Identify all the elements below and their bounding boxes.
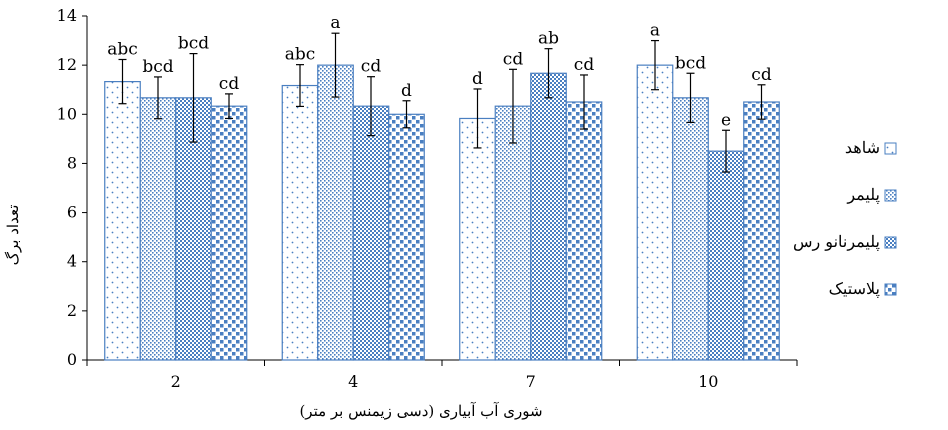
bar (707, 150, 745, 361)
bar-significance-label: e (721, 110, 731, 130)
legend-label: پلیمرنانو رس (793, 232, 880, 251)
bar (210, 105, 248, 361)
error-bar (544, 48, 553, 99)
bar-significance-label: ab (538, 29, 559, 49)
bar (565, 101, 603, 361)
legend-swatch (884, 142, 897, 155)
bar (743, 101, 780, 361)
bar (104, 81, 141, 361)
error-bar (189, 52, 198, 143)
y-tick-label: 0 (67, 350, 77, 369)
y-tick-label: 4 (67, 252, 77, 271)
bar-significance-label: abc (285, 45, 316, 65)
bar-significance-label: d (401, 81, 412, 101)
bar-significance-label: bcd (178, 34, 209, 54)
bars (104, 64, 780, 361)
y-tick-label: 10 (57, 104, 77, 123)
error-bars (118, 32, 766, 173)
legend-swatch (884, 189, 897, 202)
bar (494, 105, 532, 361)
legend-item: پلیمر (846, 185, 897, 204)
legend-label: شاهد (845, 138, 880, 157)
bar (459, 117, 496, 361)
legend-item: پلیمرنانو رس (793, 232, 897, 251)
error-bar (296, 64, 304, 108)
legend-swatch (884, 283, 897, 296)
legend-item: شاهد (845, 138, 897, 157)
bar-significance-label: a (330, 13, 340, 33)
bar-significance-label: bcd (142, 57, 173, 77)
x-axis-title: شوری آب آبیاری (دسی زیمنس بر متر) (299, 402, 542, 420)
error-bar (651, 39, 659, 91)
error-bar (118, 58, 127, 105)
legend: شاهد پلیمر پلیمرنانو رس پلاستیک (793, 138, 897, 298)
bar (530, 72, 567, 361)
bar-significance-label: cd (574, 55, 595, 75)
bar-significance-label: cd (361, 57, 382, 77)
bar (672, 97, 709, 361)
error-bar (402, 100, 411, 129)
y-axis-title: تعداد برگ (4, 205, 22, 266)
error-bar (331, 32, 340, 98)
bar (281, 84, 319, 361)
bar (139, 97, 177, 361)
error-bar (757, 84, 766, 120)
y-tick-label: 6 (67, 203, 77, 222)
legend-label: پلیمر (846, 185, 880, 204)
bar-significance-label: bcd (675, 53, 706, 73)
error-bar (722, 129, 730, 173)
bar (352, 105, 390, 361)
x-tick-label: 7 (526, 372, 536, 391)
x-tick-label: 4 (348, 372, 358, 391)
bar-significance-label: d (472, 69, 483, 89)
error-bar (367, 76, 375, 137)
error-bar (686, 72, 695, 123)
error-bar (154, 76, 162, 120)
bar-significance-label: cd (751, 65, 772, 85)
legend-label: پلاستیک (829, 279, 880, 298)
x-tick-label: 10 (698, 372, 718, 391)
y-tick-label: 8 (67, 153, 77, 172)
bar (636, 64, 674, 361)
error-bar (580, 74, 588, 130)
bar (317, 64, 354, 361)
y-tick-label: 2 (67, 301, 77, 320)
error-bar (509, 68, 517, 144)
legend-item: پلاستیک (829, 279, 897, 298)
error-bar (225, 93, 233, 120)
y-tick-label: 12 (57, 55, 77, 74)
y-tick-label: 14 (57, 6, 77, 25)
bar (388, 113, 425, 361)
bar-significance-label: cd (219, 74, 240, 94)
x-tick-label: 2 (171, 372, 181, 391)
bar-significance-label: a (650, 21, 660, 41)
error-bar (473, 88, 482, 149)
bar-significance-label: cd (503, 49, 524, 69)
bar-significance-label: abc (107, 39, 138, 59)
legend-swatch (884, 236, 897, 249)
